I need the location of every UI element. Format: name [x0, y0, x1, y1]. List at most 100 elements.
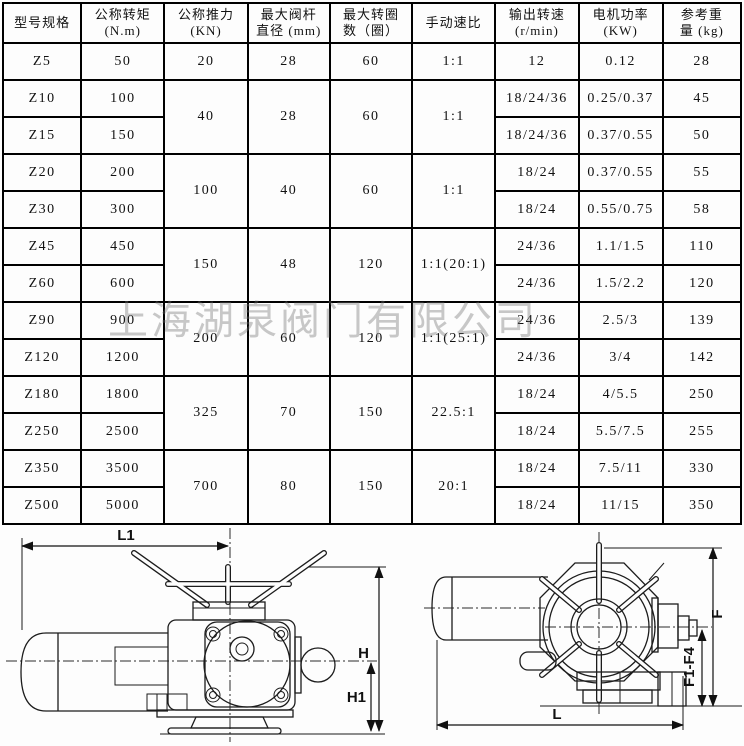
cell-speed: 18/24/36	[494, 79, 580, 118]
dim-label-l: L	[552, 706, 561, 723]
cell-torque: 900	[80, 301, 166, 340]
dim-label-f1f4: F1-F4	[681, 646, 698, 687]
table-row: Z15 150 18/24/36 0.37/0.55 50	[1, 116, 743, 155]
table-row: Z120 1200 24/36 3/4 142	[1, 338, 743, 377]
cell-weight: 58	[661, 190, 743, 229]
header-power: 电机功率 (KW)	[577, 2, 664, 44]
cell-model: Z15	[1, 116, 83, 155]
cell-speed: 24/36	[494, 264, 580, 303]
cell-model: Z120	[1, 338, 83, 377]
dim-label-h1: H1	[347, 689, 366, 706]
cell-torque: 50	[80, 42, 166, 81]
cell-power: 0.55/0.75	[577, 190, 664, 229]
cell-power: 0.25/0.37	[577, 79, 664, 118]
cell-power: 1.1/1.5	[577, 227, 664, 266]
cell-weight: 142	[661, 338, 743, 377]
cell-turns: 120	[328, 301, 414, 377]
cell-power: 0.12	[577, 42, 664, 81]
cell-weight: 350	[661, 486, 743, 525]
cell-model: Z250	[1, 412, 83, 451]
cell-power: 11/15	[577, 486, 664, 525]
cell-thrust: 700	[163, 449, 249, 525]
header-row: 型号规格 公称转矩 (N.m) 公称推力 (KN) 最大阀杆 直径 (mm) 最大转圈…	[1, 2, 743, 44]
cell-thrust: 150	[163, 227, 249, 303]
cell-model: Z500	[1, 486, 83, 525]
cell-model: Z30	[1, 190, 83, 229]
cell-weight: 110	[661, 227, 743, 266]
cell-ratio: 1:1(25:1)	[411, 301, 497, 377]
cell-model: Z5	[1, 42, 83, 81]
cell-turns: 120	[328, 227, 414, 303]
cell-speed: 24/36	[494, 227, 580, 266]
cell-stem: 40	[246, 153, 331, 229]
cell-weight: 28	[661, 42, 743, 81]
cell-torque: 600	[80, 264, 166, 303]
cell-ratio: 1:1	[411, 153, 497, 229]
table-row: Z500 5000 18/24 11/15 350	[1, 486, 743, 525]
cell-power: 5.5/7.5	[577, 412, 664, 451]
table-row: Z60 600 24/36 1.5/2.2 120	[1, 264, 743, 303]
cell-model: Z180	[1, 375, 83, 414]
cell-stem: 48	[246, 227, 331, 303]
header-speed: 输出转速 (r/min)	[494, 2, 580, 44]
cell-speed: 18/24	[494, 190, 580, 229]
cell-speed: 12	[494, 42, 580, 81]
cell-turns: 150	[328, 375, 414, 451]
cell-torque: 450	[80, 227, 166, 266]
cell-speed: 18/24	[494, 486, 580, 525]
cell-speed: 18/24	[494, 375, 580, 414]
cell-torque: 300	[80, 190, 166, 229]
table-row: Z30 300 18/24 0.55/0.75 58	[1, 190, 743, 229]
cell-stem: 28	[246, 42, 331, 81]
spec-table: 型号规格 公称转矩 (N.m) 公称推力 (KN) 最大阀杆 直径 (mm) 最大转圈…	[1, 2, 743, 525]
cell-torque: 1800	[80, 375, 166, 414]
cell-thrust: 200	[163, 301, 249, 377]
cell-power: 4/5.5	[577, 375, 664, 414]
cell-weight: 330	[661, 449, 743, 488]
cell-weight: 139	[661, 301, 743, 340]
dim-label-l1: L1	[117, 527, 135, 544]
cell-power: 2.5/3	[577, 301, 664, 340]
cell-speed: 24/36	[494, 301, 580, 340]
cell-stem: 80	[246, 449, 331, 525]
cell-thrust: 100	[163, 153, 249, 229]
dimension-drawings: L1 H H1	[6, 527, 742, 742]
cell-thrust: 20	[163, 42, 249, 81]
cell-ratio: 22.5:1	[411, 375, 497, 451]
cell-power: 0.37/0.55	[577, 116, 664, 155]
header-turns: 最大转圈 数（圈）	[328, 2, 414, 44]
cell-model: Z90	[1, 301, 83, 340]
cell-weight: 55	[661, 153, 743, 192]
table-row: Z10 100 40 28 60 1:1 18/24/36 0.25/0.37 …	[1, 79, 743, 155]
cell-weight: 50	[661, 116, 743, 155]
cell-torque: 5000	[80, 486, 166, 525]
cell-power: 1.5/2.2	[577, 264, 664, 303]
header-weight: 参考重量 (kg)	[661, 2, 743, 44]
cell-stem: 70	[246, 375, 331, 451]
cell-ratio: 1:1	[411, 42, 497, 81]
header-thrust: 公称推力 (KN)	[163, 2, 249, 44]
cell-torque: 2500	[80, 412, 166, 451]
cell-thrust: 40	[163, 79, 249, 155]
cell-torque: 100	[80, 79, 166, 118]
cell-model: Z350	[1, 449, 83, 488]
cell-speed: 18/24	[494, 412, 580, 451]
table-row: Z5 50 20 28 60 1:1 12 0.12 28	[1, 42, 743, 81]
cell-ratio: 1:1(20:1)	[411, 227, 497, 303]
cell-model: Z10	[1, 79, 83, 118]
cell-speed: 18/24/36	[494, 116, 580, 155]
cell-stem: 60	[246, 301, 331, 377]
cell-model: Z45	[1, 227, 83, 266]
cell-weight: 120	[661, 264, 743, 303]
table-row: Z250 2500 18/24 5.5/7.5 255	[1, 412, 743, 451]
header-model: 型号规格	[1, 2, 83, 44]
table-row: Z20 200 100 40 60 1:1 18/24 0.37/0.55 55	[1, 153, 743, 229]
actuator-front-view: F F1-F4 L	[424, 532, 742, 730]
dim-label-h: H	[358, 645, 369, 662]
cell-power: 0.37/0.55	[577, 153, 664, 192]
actuator-side-view: L1 H H1	[6, 527, 386, 742]
dim-label-f: F	[709, 609, 726, 618]
cell-power: 3/4	[577, 338, 664, 377]
cell-thrust: 325	[163, 375, 249, 451]
cell-turns: 60	[328, 42, 414, 81]
